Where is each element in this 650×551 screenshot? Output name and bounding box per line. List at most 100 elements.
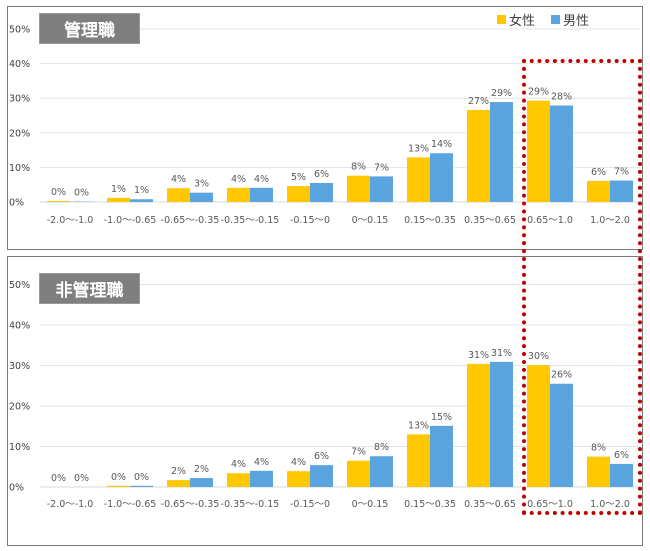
data-label: 7%	[374, 162, 389, 173]
bar-male	[490, 361, 513, 487]
legend-item-female: 女性	[497, 10, 535, 29]
y-tick-label: 40%	[9, 321, 30, 332]
data-label: 4%	[231, 459, 246, 470]
x-tick-label: -1.0〜-0.65	[104, 499, 157, 510]
x-tick-label: 1.0〜2.0	[590, 499, 630, 510]
x-tick-label: 0〜0.15	[352, 499, 389, 510]
bar-female	[287, 471, 310, 487]
bar-male	[130, 485, 153, 487]
legend: 女性 男性	[497, 10, 589, 29]
data-label: 6%	[314, 451, 329, 462]
legend-item-male: 男性	[551, 10, 589, 29]
data-label: 5%	[291, 172, 306, 183]
x-tick-label: -0.35〜-0.15	[221, 215, 280, 226]
bar-female	[527, 100, 550, 202]
bar-male	[190, 478, 213, 487]
data-label: 4%	[231, 174, 246, 185]
data-label: 8%	[374, 442, 389, 453]
y-tick-label: 50%	[9, 280, 30, 291]
data-label: 29%	[528, 87, 549, 98]
bar-male	[550, 383, 573, 487]
bar-male	[610, 463, 633, 487]
data-label: 0%	[74, 188, 89, 199]
bar-female	[347, 460, 370, 487]
male-swatch-icon	[551, 15, 561, 24]
x-tick-label: -0.65〜-0.35	[161, 499, 220, 510]
x-tick-label: 0.65〜1.0	[527, 499, 573, 510]
bar-male	[190, 192, 213, 202]
bar-female	[467, 109, 490, 202]
data-label: 2%	[194, 464, 209, 475]
bar-female	[47, 200, 70, 202]
data-label: 28%	[551, 91, 572, 102]
data-label: 3%	[194, 179, 209, 190]
bar-female	[587, 456, 610, 487]
bar-female	[287, 186, 310, 202]
bar-male	[490, 102, 513, 202]
bar-female	[227, 473, 250, 487]
data-label: 0%	[134, 472, 149, 483]
x-tick-label: 0.35〜0.65	[464, 215, 516, 226]
x-tick-label: -0.65〜-0.35	[161, 215, 220, 226]
data-label: 13%	[408, 143, 429, 154]
data-label: 15%	[431, 412, 452, 423]
bar-female	[167, 188, 190, 202]
bar-male	[430, 153, 453, 202]
bar-male	[550, 105, 573, 202]
bar-female	[107, 485, 130, 487]
y-tick-label: 10%	[9, 163, 30, 174]
bar-female	[407, 157, 430, 202]
data-label: 8%	[591, 443, 606, 454]
data-label: 26%	[551, 370, 572, 381]
data-label: 13%	[408, 420, 429, 431]
data-label: 7%	[614, 167, 629, 178]
bar-male	[370, 456, 393, 487]
x-tick-label: 0.35〜0.65	[464, 499, 516, 510]
data-label: 30%	[528, 351, 549, 362]
bar-female	[467, 363, 490, 487]
data-label: 2%	[171, 466, 186, 477]
bar-female	[407, 434, 430, 487]
y-tick-label: 0%	[9, 198, 24, 209]
bar-female	[227, 187, 250, 202]
data-label: 4%	[254, 174, 269, 185]
y-tick-label: 50%	[9, 25, 30, 36]
x-tick-label: -2.0〜-1.0	[47, 215, 94, 226]
data-label: 6%	[591, 167, 606, 178]
female-swatch-icon	[497, 15, 506, 24]
bar-male	[250, 470, 273, 487]
data-label: 4%	[171, 174, 186, 185]
bar-female	[167, 480, 190, 487]
x-tick-label: -0.15〜0	[290, 215, 330, 226]
data-label: 1%	[111, 184, 126, 195]
bar-female	[587, 180, 610, 202]
y-tick-label: 30%	[9, 361, 30, 372]
bar-female	[347, 175, 370, 202]
x-tick-label: 0.15〜0.35	[404, 215, 456, 226]
data-label: 1%	[134, 185, 149, 196]
data-label: 4%	[254, 457, 269, 468]
y-tick-label: 20%	[9, 402, 30, 413]
y-tick-label: 0%	[9, 483, 24, 494]
x-tick-label: -2.0〜-1.0	[47, 499, 94, 510]
x-tick-label: -1.0〜-0.65	[104, 215, 157, 226]
bar-male	[310, 182, 333, 202]
data-label: 8%	[351, 162, 366, 173]
data-label: 6%	[314, 169, 329, 180]
bar-male	[370, 176, 393, 202]
bar-male	[610, 180, 633, 202]
data-label: 27%	[468, 96, 489, 107]
bar-male	[250, 187, 273, 202]
y-tick-label: 30%	[9, 94, 30, 105]
data-label: 31%	[491, 348, 512, 359]
data-label: 7%	[351, 447, 366, 458]
x-tick-label: 0〜0.15	[352, 215, 389, 226]
data-label: 0%	[51, 187, 66, 198]
highlight-box	[522, 59, 642, 515]
x-tick-label: -0.35〜-0.15	[221, 499, 280, 510]
bar-male	[430, 425, 453, 487]
bar-female	[107, 197, 130, 202]
x-tick-label: 1.0〜2.0	[590, 215, 630, 226]
bar-male	[130, 199, 153, 202]
